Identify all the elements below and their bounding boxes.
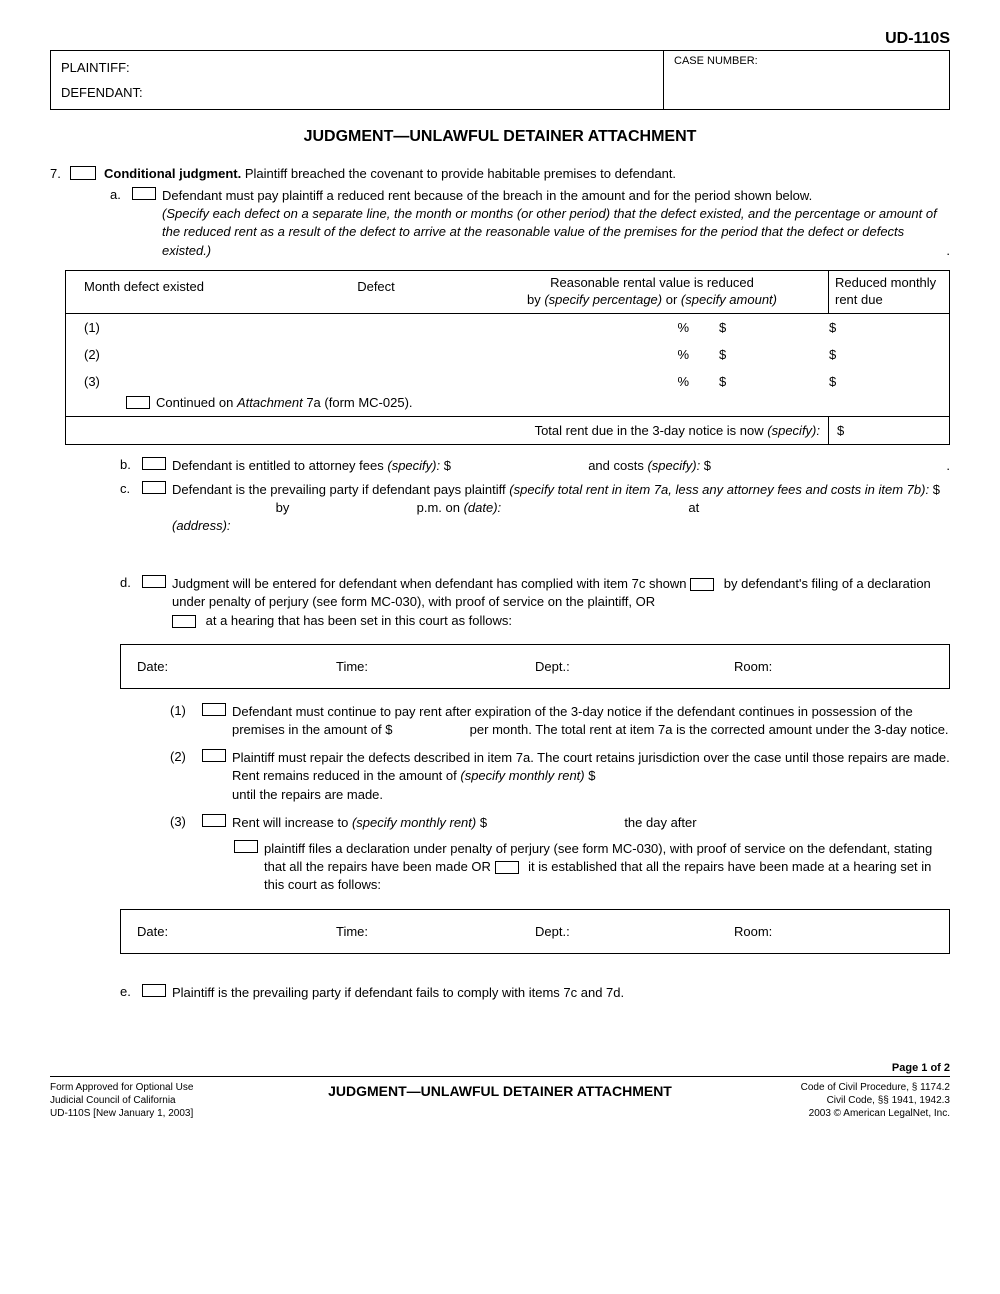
checkbox-7a[interactable] (132, 187, 156, 200)
checkbox-continued-7a[interactable] (126, 396, 150, 409)
item-7e-letter: e. (120, 984, 142, 999)
checkbox-7d3a[interactable] (234, 840, 258, 853)
footer-council: Judicial Council of California (50, 1094, 270, 1107)
page-title: JUDGMENT—UNLAWFUL DETAINER ATTACHMENT (50, 128, 950, 146)
item-7d-letter: d. (120, 575, 142, 590)
hearing-box-2: Date: Time: Dept.: Room: (120, 909, 950, 954)
hearing-dept: Dept.: (535, 659, 734, 674)
hearing2-time: Time: (336, 924, 535, 939)
item-7d-text: Judgment will be entered for defendant w… (172, 575, 950, 630)
footer-approved: Form Approved for Optional Use (50, 1081, 270, 1094)
case-number-label: CASE NUMBER: (674, 55, 939, 67)
hearing2-dept: Dept.: (535, 924, 734, 939)
hearing-date: Date: (137, 659, 336, 674)
hearing2-date: Date: (137, 924, 336, 939)
plaintiff-label: PLAINTIFF: (61, 60, 653, 75)
item-7-number: 7. (50, 166, 70, 181)
item-7b-text: Defendant is entitled to attorney fees (… (172, 457, 950, 475)
item-7a-text: Defendant must pay plaintiff a reduced r… (162, 187, 950, 260)
checkbox-7d-hearing[interactable] (172, 615, 196, 628)
checkbox-7b[interactable] (142, 457, 166, 470)
checkbox-7d[interactable] (142, 575, 166, 588)
table-row: (3) % $ $ (66, 368, 949, 395)
item-7d2-text: Plaintiff must repair the defects descri… (232, 749, 950, 804)
item-7d3-num: (3) (170, 814, 202, 829)
checkbox-7d3[interactable] (202, 814, 226, 827)
hearing-time: Time: (336, 659, 535, 674)
item-7c-letter: c. (120, 481, 142, 496)
hearing-box-1: Date: Time: Dept.: Room: (120, 644, 950, 689)
checkbox-7e[interactable] (142, 984, 166, 997)
total-rent-label: Total rent due in the 3-day notice is no… (66, 417, 829, 444)
checkbox-7d1[interactable] (202, 703, 226, 716)
checkbox-7c[interactable] (142, 481, 166, 494)
item-7c-text: Defendant is the prevailing party if def… (172, 481, 950, 536)
checkbox-7d-shown[interactable] (690, 578, 714, 591)
col-reduced: Reasonable rental value is reduced by (s… (476, 271, 829, 313)
col-defect: Defect (276, 271, 476, 313)
hearing-room: Room: (734, 659, 933, 674)
item-7d3-text: Rent will increase to (specify monthly r… (232, 814, 950, 832)
total-rent-value: $ (829, 417, 949, 444)
item-7e-text: Plaintiff is the prevailing party if def… (172, 984, 950, 1002)
item-7a-letter: a. (110, 187, 132, 202)
item-7d3a-text: plaintiff files a declaration under pena… (264, 840, 950, 895)
checkbox-7d3a-or[interactable] (495, 861, 519, 874)
defendant-label: DEFENDANT: (61, 85, 653, 100)
case-header: PLAINTIFF: DEFENDANT: CASE NUMBER: (50, 50, 950, 110)
footer-copyright: 2003 © American LegalNet, Inc. (730, 1107, 950, 1120)
table-row: (1) % $ $ (66, 314, 949, 341)
checkbox-7d2[interactable] (202, 749, 226, 762)
page-footer: Form Approved for Optional Use Judicial … (50, 1076, 950, 1120)
item-7-text: Conditional judgment. Plaintiff breached… (104, 166, 676, 181)
col-rent-due: Reduced monthly rent due (829, 271, 949, 313)
hearing2-room: Room: (734, 924, 933, 939)
footer-code2: Civil Code, §§ 1941, 1942.3 (730, 1094, 950, 1107)
footer-code1: Code of Civil Procedure, § 1174.2 (730, 1081, 950, 1094)
defect-table: Month defect existed Defect Reasonable r… (65, 270, 950, 445)
item-7b-letter: b. (120, 457, 142, 472)
continued-attachment-text: Continued on Attachment 7a (form MC-025)… (156, 395, 413, 410)
page-number: Page 1 of 2 (50, 1062, 950, 1074)
col-month: Month defect existed (66, 271, 276, 313)
footer-form-date: UD-110S [New January 1, 2003] (50, 1107, 270, 1120)
item-7d1-num: (1) (170, 703, 202, 718)
item-7d2-num: (2) (170, 749, 202, 764)
form-code: UD-110S (50, 30, 950, 48)
item-7d1-text: Defendant must continue to pay rent afte… (232, 703, 950, 739)
footer-title: JUDGMENT—UNLAWFUL DETAINER ATTACHMENT (270, 1081, 730, 1099)
table-row: (2) % $ $ (66, 341, 949, 368)
checkbox-7[interactable] (70, 166, 96, 180)
